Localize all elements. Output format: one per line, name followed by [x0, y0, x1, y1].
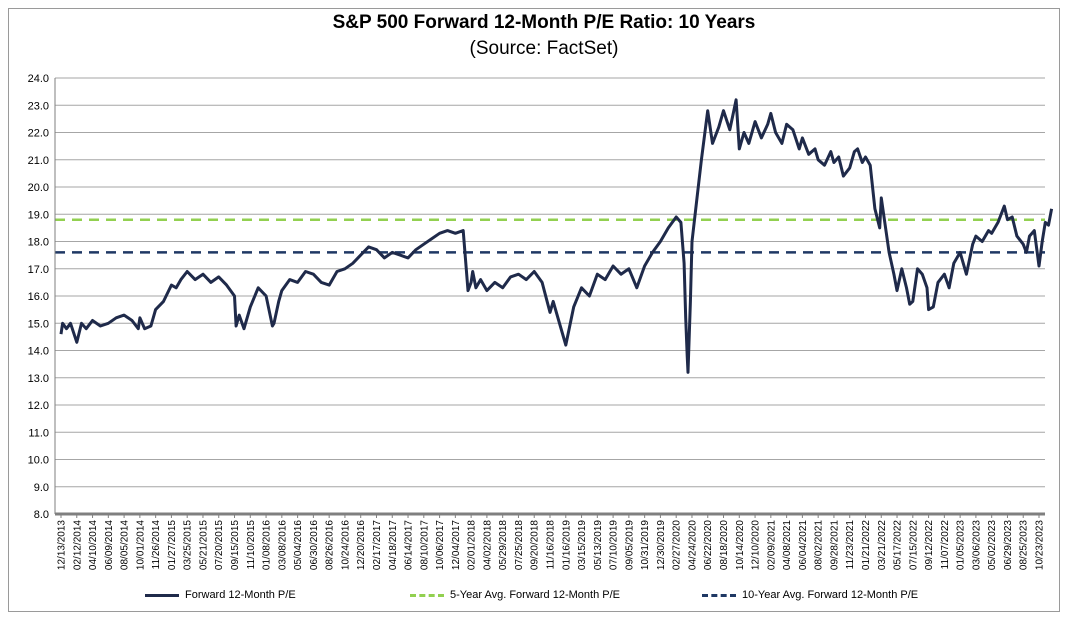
chart-frame [8, 8, 1060, 612]
x-tick-label: 08/02/2021 [814, 520, 825, 570]
x-tick-label: 06/04/2021 [798, 520, 809, 570]
x-tick-label: 08/26/2016 [325, 520, 336, 570]
x-tick-label: 03/08/2016 [277, 520, 288, 570]
x-tick-label: 04/02/2018 [482, 520, 493, 570]
x-tick-label: 06/30/2016 [309, 520, 320, 570]
x-tick-label: 08/25/2023 [1019, 520, 1030, 570]
x-tick-label: 11/16/2018 [546, 520, 557, 570]
x-tick-label: 12/10/2020 [751, 520, 762, 570]
x-tick-label: 05/29/2018 [498, 520, 509, 570]
legend-swatch-10yr-avg [702, 593, 736, 597]
x-tick-label: 11/26/2014 [151, 520, 162, 570]
x-tick-label: 02/27/2020 [672, 520, 683, 570]
y-tick-label: 8.0 [34, 509, 49, 521]
y-tick-label: 18.0 [28, 237, 49, 249]
x-tick-label: 02/17/2017 [372, 520, 383, 570]
y-tick-label: 19.0 [28, 209, 49, 221]
legend-swatch-5yr-avg [410, 593, 444, 597]
x-tick-label: 11/23/2021 [845, 520, 856, 570]
x-tick-label: 01/27/2015 [167, 520, 178, 570]
x-tick-label: 09/28/2021 [829, 520, 840, 570]
y-tick-label: 20.0 [28, 182, 49, 194]
x-tick-label: 10/01/2014 [135, 520, 146, 570]
x-tick-label: 12/04/2017 [451, 520, 462, 570]
x-tick-label: 05/13/2019 [593, 520, 604, 570]
x-tick-label: 09/05/2019 [624, 520, 635, 570]
x-tick-label: 12/20/2016 [356, 520, 367, 570]
x-tick-label: 01/05/2023 [956, 520, 967, 570]
x-tick-label: 03/21/2022 [877, 520, 888, 570]
legend-item-forward-pe: Forward 12-Month P/E [145, 586, 296, 604]
x-tick-label: 04/24/2020 [688, 520, 699, 570]
y-tick-label: 24.0 [28, 73, 49, 85]
y-tick-label: 17.0 [28, 264, 49, 276]
x-tick-label: 05/17/2022 [893, 520, 904, 570]
x-tick-label: 03/25/2015 [183, 520, 194, 570]
x-tick-label: 10/06/2017 [435, 520, 446, 570]
legend-item-5yr-avg: 5-Year Avg. Forward 12-Month P/E [410, 586, 620, 604]
y-tick-label: 22.0 [28, 128, 49, 140]
y-tick-label: 14.0 [28, 346, 49, 358]
x-tick-label: 04/10/2014 [88, 520, 99, 570]
x-tick-label: 10/23/2023 [1035, 520, 1046, 570]
x-tick-label: 07/20/2015 [214, 520, 225, 570]
x-tick-label: 09/12/2022 [924, 520, 935, 570]
y-tick-label: 21.0 [28, 155, 49, 167]
x-tick-label: 10/24/2016 [340, 520, 351, 570]
series-line-forward-pe [59, 98, 1054, 374]
series-layer [59, 98, 1054, 374]
x-tick-label: 04/08/2021 [782, 520, 793, 570]
x-tick-label: 02/12/2014 [72, 520, 83, 570]
x-tick-label: 06/09/2014 [104, 520, 115, 570]
y-axis-ticks: 24.0 23.0 22.0 21.0 20.0 19.0 18.0 17.0 16.0 15.0… [28, 73, 49, 521]
x-tick-label: 08/10/2017 [419, 520, 430, 570]
x-axis-ticks: 12/13/2013 02/12/2014 04/10/2014 06/09/2014… [57, 514, 1046, 570]
legend-item-10yr-avg: 10-Year Avg. Forward 12-Month P/E [702, 586, 918, 604]
legend-swatch-forward-pe [145, 593, 179, 597]
x-tick-label: 06/29/2023 [1003, 520, 1014, 570]
x-tick-label: 07/25/2018 [514, 520, 525, 570]
x-tick-label: 05/21/2015 [199, 520, 210, 570]
x-tick-label: 09/15/2015 [230, 520, 241, 570]
x-tick-label: 07/10/2019 [609, 520, 620, 570]
x-tick-label: 02/09/2021 [766, 520, 777, 570]
x-tick-label: 07/15/2022 [908, 520, 919, 570]
x-tick-label: 10/14/2020 [735, 520, 746, 570]
x-tick-label: 04/18/2017 [388, 520, 399, 570]
y-tick-label: 11.0 [28, 427, 49, 439]
x-tick-label: 12/13/2013 [57, 520, 68, 570]
x-tick-label: 08/05/2014 [120, 520, 131, 570]
y-tick-label: 16.0 [28, 291, 49, 303]
x-tick-label: 10/31/2019 [640, 520, 651, 570]
x-tick-label: 01/08/2016 [262, 520, 273, 570]
x-tick-label: 09/20/2018 [530, 520, 541, 570]
x-tick-label: 01/21/2022 [861, 520, 872, 570]
y-tick-label: 23.0 [28, 100, 49, 112]
legend-label-10yr-avg: 10-Year Avg. Forward 12-Month P/E [742, 589, 919, 601]
x-tick-label: 08/18/2020 [719, 520, 730, 570]
x-tick-label: 03/06/2023 [971, 520, 982, 570]
reference-lines [55, 218, 1045, 254]
legend-label-forward-pe: Forward 12-Month P/E [185, 589, 296, 601]
legend-label-5yr-avg: 5-Year Avg. Forward 12-Month P/E [450, 589, 620, 601]
y-tick-label: 10.0 [28, 455, 49, 467]
x-tick-label: 02/01/2018 [467, 520, 478, 570]
chart-subtitle: (Source: FactSet) [469, 38, 619, 59]
chart-title: S&P 500 Forward 12-Month P/E Ratio: 10 Y… [332, 12, 756, 33]
legend: Forward 12-Month P/E 5-Year Avg. Forward… [0, 586, 1088, 604]
x-tick-label: 05/04/2016 [293, 520, 304, 570]
x-tick-label: 01/16/2019 [561, 520, 572, 570]
x-tick-label: 12/30/2019 [656, 520, 667, 570]
y-tick-label: 9.0 [34, 482, 49, 494]
y-tick-label: 13.0 [28, 373, 49, 385]
x-tick-label: 11/10/2015 [246, 520, 257, 570]
y-tick-label: 15.0 [28, 318, 49, 330]
x-tick-label: 06/14/2017 [404, 520, 415, 570]
x-tick-label: 05/02/2023 [987, 520, 998, 570]
x-tick-label: 11/07/2022 [940, 520, 951, 570]
x-tick-label: 03/15/2019 [577, 520, 588, 570]
x-tick-label: 06/22/2020 [703, 520, 714, 570]
y-tick-label: 12.0 [28, 400, 49, 412]
